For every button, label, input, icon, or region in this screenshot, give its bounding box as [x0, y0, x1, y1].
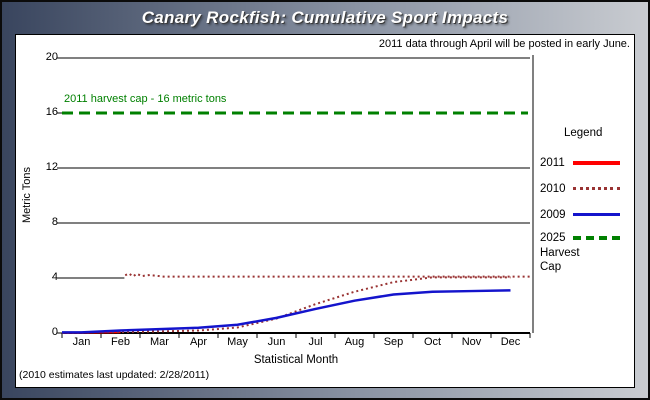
- legend-line-2010: [573, 187, 620, 190]
- x-tick-label: May: [227, 336, 248, 348]
- chart-title: Canary Rockfish: Cumulative Sport Impact…: [141, 8, 509, 27]
- y-tick-label: 4: [51, 271, 58, 283]
- x-tick-label: Jul: [308, 336, 323, 348]
- footer-note: (2010 estimates last updated: 2/28/2011): [19, 369, 210, 381]
- chart-panel: 2011 data through April will be posted i…: [15, 34, 635, 388]
- x-tick-label: Apr: [189, 336, 208, 348]
- x-tick-label: Sep: [383, 336, 404, 348]
- x-tick-label: Jun: [267, 336, 286, 348]
- y-tick-label: 12: [45, 161, 58, 173]
- legend-line-harvest-cap: [573, 236, 620, 240]
- y-tick-label: 0: [51, 326, 58, 338]
- x-tick-label: Jan: [72, 336, 91, 348]
- x-axis-title: Statistical Month: [253, 354, 339, 366]
- x-tick-label: Oct: [423, 336, 442, 348]
- x-tick-label: Aug: [344, 336, 365, 348]
- legend-entry-2009: 2009: [540, 209, 566, 221]
- x-tick-label: Mar: [150, 336, 169, 348]
- legend-entry-harvest-cap: 2025 Harvest Cap: [540, 232, 580, 273]
- x-tick-label: Dec: [500, 336, 521, 348]
- legend-line-2009: [573, 213, 620, 216]
- y-tick-label: 16: [45, 106, 58, 118]
- plot-svg: [57, 55, 534, 338]
- legend-line-2011: [573, 161, 620, 165]
- title-bar: Canary Rockfish: Cumulative Sport Impact…: [2, 2, 648, 34]
- legend-title: Legend: [564, 127, 603, 139]
- y-tick-label: 20: [45, 51, 58, 63]
- x-tick-label: Feb: [111, 336, 130, 348]
- y-tick-label: 8: [51, 216, 58, 228]
- x-tick-label: Nov: [461, 336, 482, 348]
- data-availability-note: 2011 data through April will be posted i…: [378, 38, 630, 50]
- legend-entry-2011: 2011: [540, 157, 565, 169]
- legend-entry-2010: 2010: [540, 183, 566, 195]
- harvest-cap-label: 2011 harvest cap - 16 metric tons: [64, 93, 227, 105]
